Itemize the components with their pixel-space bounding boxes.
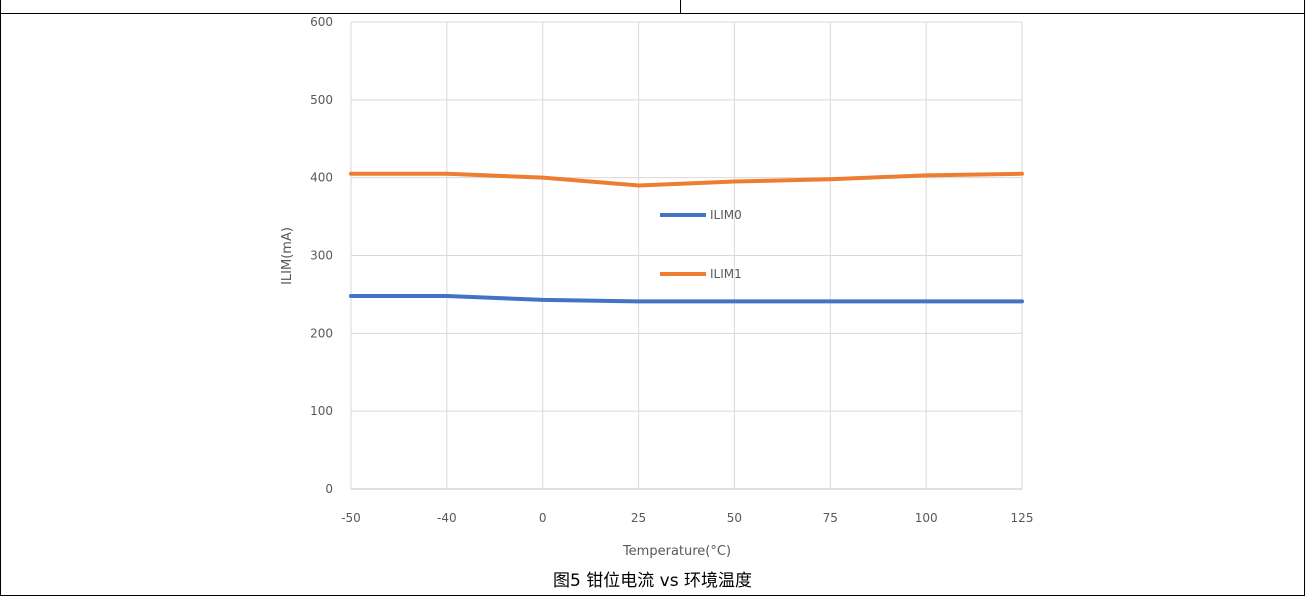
grid-layer bbox=[350, 21, 1023, 490]
data-point-ilim0 bbox=[1021, 300, 1023, 302]
data-point-ilim0 bbox=[733, 300, 735, 302]
data-point-ilim1 bbox=[350, 173, 352, 175]
x-tick-label: 100 bbox=[915, 511, 938, 525]
x-axis-title: Temperature(°C) bbox=[622, 544, 731, 559]
y-tick-label: 100 bbox=[310, 404, 333, 418]
x-tick-labels: -50 -40 0 25 50 75 100 125 bbox=[341, 511, 1033, 525]
x-tick-label: 50 bbox=[727, 511, 742, 525]
table-top-rule bbox=[0, 13, 1305, 14]
data-point-ilim0 bbox=[446, 295, 448, 297]
x-tick-label: 0 bbox=[539, 511, 547, 525]
x-tick-label: 75 bbox=[823, 511, 838, 525]
legend: ILIM0 ILIM1 bbox=[660, 208, 742, 281]
x-tick-label: -40 bbox=[437, 511, 457, 525]
y-tick-label: 400 bbox=[310, 171, 333, 185]
data-point-ilim0 bbox=[829, 300, 831, 302]
y-tick-label: 300 bbox=[310, 249, 333, 263]
table-cell-divider bbox=[680, 0, 681, 14]
series-line-ilim1 bbox=[349, 171, 1024, 188]
y-axis-title: ILIM(mA) bbox=[280, 227, 295, 285]
data-point-ilim1 bbox=[542, 177, 544, 179]
data-point-ilim1 bbox=[446, 173, 448, 175]
figure-caption: 图5 钳位电流 vs 环境温度 bbox=[553, 571, 752, 591]
y-tick-labels: 0 100 200 300 400 500 600 bbox=[310, 15, 333, 496]
data-point-ilim0 bbox=[542, 299, 544, 301]
data-point-ilim1 bbox=[925, 174, 927, 176]
x-tick-label: 25 bbox=[631, 511, 646, 525]
y-tick-label: 500 bbox=[310, 93, 333, 107]
data-point-ilim0 bbox=[925, 300, 927, 302]
data-point-ilim1 bbox=[733, 181, 735, 183]
data-point-ilim0 bbox=[638, 300, 640, 302]
x-tick-label: 125 bbox=[1011, 511, 1034, 525]
legend-label-ilim0: ILIM0 bbox=[710, 208, 742, 222]
legend-label-ilim1: ILIM1 bbox=[710, 267, 742, 281]
x-tick-label: -50 bbox=[341, 511, 361, 525]
data-point-ilim1 bbox=[829, 178, 831, 180]
y-tick-label: 600 bbox=[310, 15, 333, 29]
data-point-ilim0 bbox=[350, 295, 352, 297]
y-tick-label: 0 bbox=[325, 482, 333, 496]
series-line-ilim0 bbox=[349, 293, 1024, 304]
data-point-ilim1 bbox=[638, 184, 640, 186]
data-point-ilim1 bbox=[1021, 173, 1023, 175]
series-layer bbox=[349, 171, 1024, 304]
y-tick-label: 200 bbox=[310, 326, 333, 340]
